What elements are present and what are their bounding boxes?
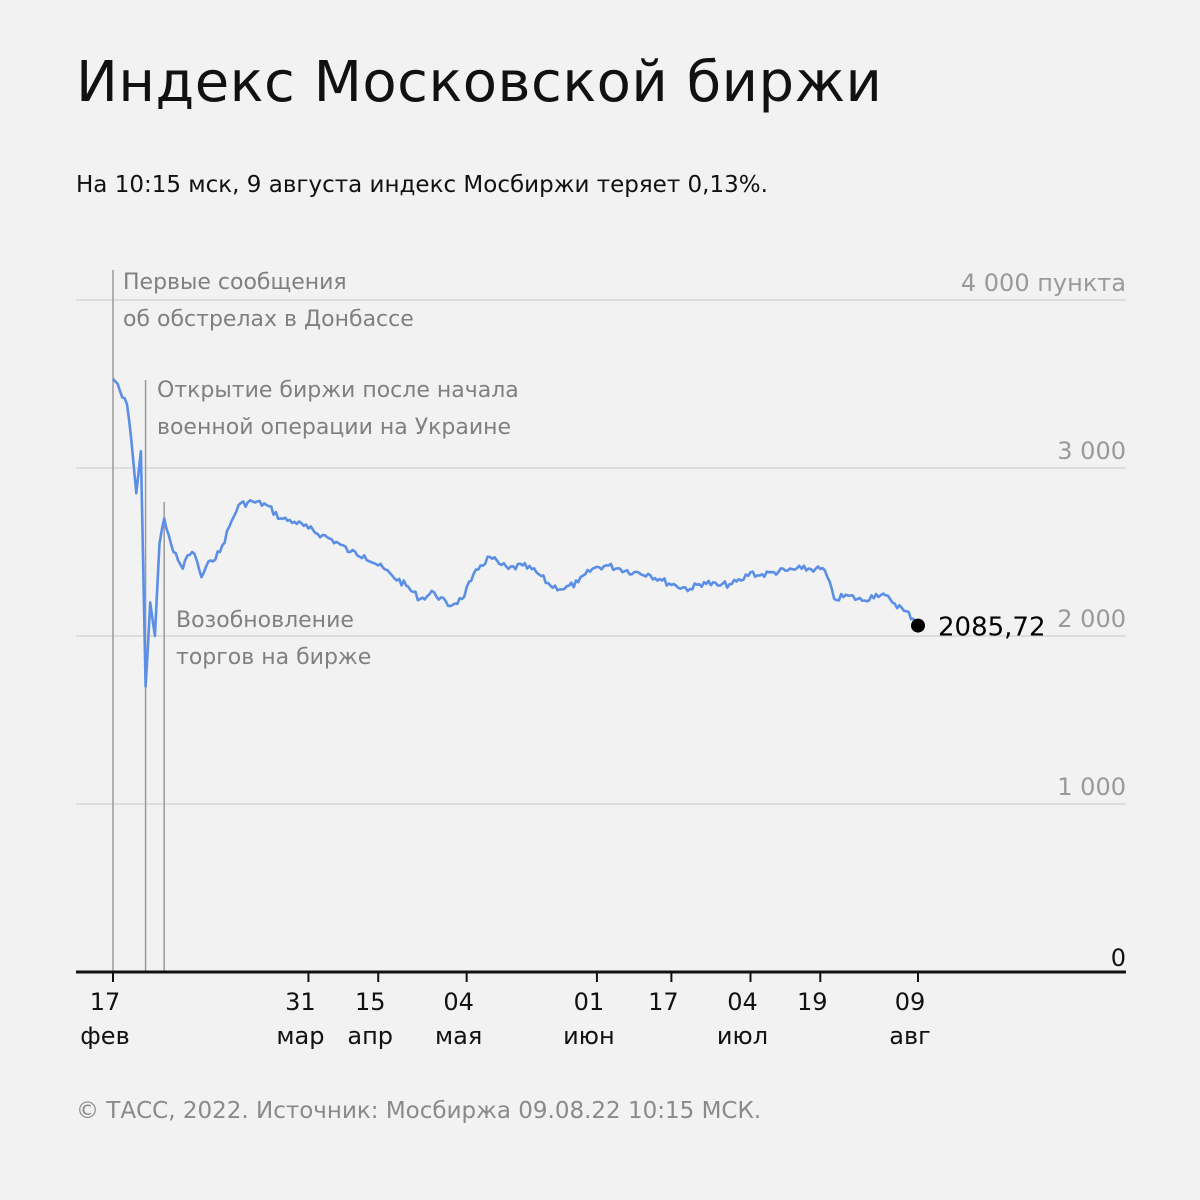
x-tick-month-label: мар xyxy=(276,1022,324,1050)
y-tick-label: 2 000 xyxy=(1057,605,1126,633)
y-tick-label: 0 xyxy=(1111,944,1126,972)
x-tick-month-label: июн xyxy=(563,1022,615,1050)
last-value-dot xyxy=(911,618,925,633)
series-line xyxy=(112,378,919,688)
annotation-exchange-open: Открытие биржи после начала военной опер… xyxy=(157,372,519,446)
x-tick-month-label: июл xyxy=(717,1022,768,1050)
grid-layer xyxy=(76,299,1126,805)
x-tick-day-label: 01 xyxy=(574,988,605,1016)
y-tick-label: 3 000 xyxy=(1057,437,1126,465)
x-tick-month-label: авг xyxy=(889,1022,930,1050)
x-tick-day-label: 04 xyxy=(443,988,474,1016)
x-tick-day-label: 31 xyxy=(285,988,316,1016)
annotation-trading-resume: Возобновление торгов на бирже xyxy=(176,602,371,676)
x-tick-day-label: 15 xyxy=(355,988,386,1016)
x-tick-day-label: 09 xyxy=(895,988,926,1016)
annotation-donbass: Первые сообщения об обстрелах в Донбассе xyxy=(123,264,414,338)
annotation-line: Возобновление xyxy=(176,608,354,633)
x-tick-day-label: 04 xyxy=(727,988,758,1016)
last-value-label: 2085,72 xyxy=(938,613,1046,643)
y-tick-label: 1 000 xyxy=(1057,773,1126,801)
annotation-line: об обстрелах в Донбассе xyxy=(123,307,414,332)
annotation-line: Открытие биржи после начала xyxy=(157,378,519,403)
x-tick-month-label: мая xyxy=(435,1022,482,1050)
x-tick-day-label: 17 xyxy=(648,988,679,1016)
series-layer: 2085,72 xyxy=(112,378,1046,688)
annotation-line: Первые сообщения xyxy=(123,270,347,295)
x-tick-month-label: апр xyxy=(347,1022,393,1050)
page-subtitle: На 10:15 мск, 9 августа индекс Мосбиржи … xyxy=(76,172,768,198)
x-tick-month-label: фев xyxy=(80,1022,129,1050)
annotation-line: военной операции на Украине xyxy=(157,415,512,440)
x-tick-day-label: 17 xyxy=(90,988,121,1016)
axis-layer: 0 1 000 2 000 3 000 4 000 пункта 17 фев 31 мар 15… xyxy=(76,269,1126,1050)
source-credit: © ТАСС, 2022. Источник: Мосбиржа 09.08.2… xyxy=(76,1098,762,1124)
page-title: Индекс Московской биржи xyxy=(76,50,883,115)
y-tick-label: 4 000 пункта xyxy=(961,269,1126,297)
annotation-line: торгов на бирже xyxy=(176,645,372,670)
x-tick-day-label: 19 xyxy=(797,988,828,1016)
